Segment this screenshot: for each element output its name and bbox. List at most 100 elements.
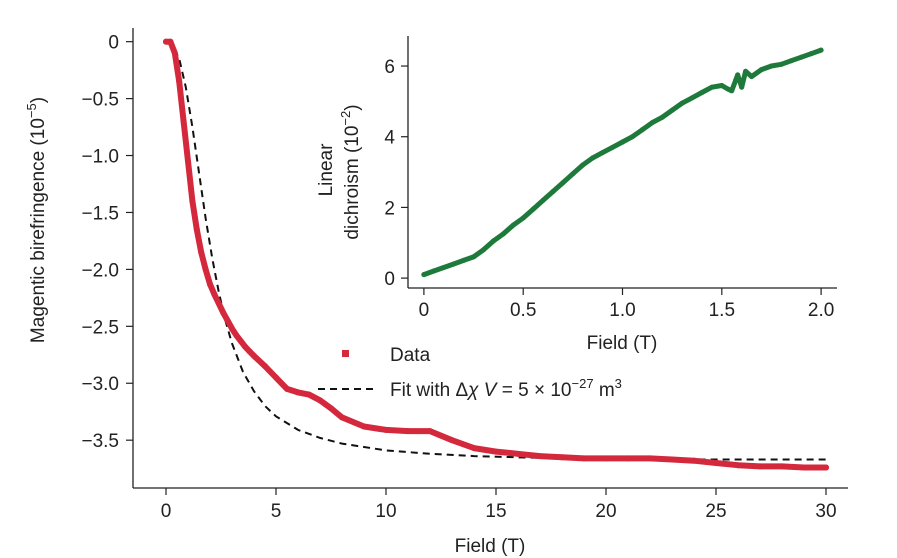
- inset-data-point: [743, 68, 749, 74]
- inset-data-point: [699, 90, 705, 96]
- data-point: [180, 118, 187, 125]
- inset-data-point: [669, 107, 675, 113]
- inset-data-point: [620, 139, 625, 145]
- data-point: [449, 437, 455, 444]
- inset-data-point: [639, 127, 645, 133]
- main-y-tick-label: −1.5: [81, 203, 119, 224]
- data-point: [198, 249, 205, 256]
- inset-data-point: [725, 86, 731, 92]
- inset-data-point: [560, 180, 566, 186]
- data-point: [211, 291, 218, 298]
- inset-data-point: [530, 206, 536, 212]
- data-point: [779, 463, 785, 470]
- inset-data-point: [739, 84, 745, 90]
- inset-data-point: [490, 238, 496, 244]
- data-point: [471, 445, 477, 452]
- data-point: [691, 457, 697, 464]
- data-point: [295, 389, 301, 396]
- data-point: [515, 450, 521, 457]
- main-y-tick-label: −1.0: [81, 147, 119, 168]
- inset-data-point: [629, 134, 635, 140]
- main-y-tick-label: −0.5: [81, 90, 119, 111]
- inset-x-axis-title: Field (T): [587, 333, 658, 354]
- inset-data-point: [540, 197, 546, 203]
- linear-dichroism-points: [421, 47, 824, 278]
- inset-data-point: [580, 162, 586, 168]
- inset-data-point: [471, 254, 477, 260]
- data-point: [273, 374, 279, 381]
- data-point: [189, 198, 196, 205]
- main-y-tick-label: −3.5: [81, 431, 119, 452]
- data-point: [559, 454, 565, 461]
- inset-data-point: [729, 88, 735, 94]
- inset-data-point: [733, 77, 739, 83]
- inset-y-axis-title-line2: dichroism (10−2): [338, 104, 363, 239]
- inset-plot: 0 0.5 1.0 1.5 2.0 0 2 4 6 Field (T) Linear dich…: [316, 36, 837, 354]
- data-point: [625, 455, 631, 462]
- main-x-tick-label: 5: [271, 501, 282, 522]
- data-point: [251, 352, 257, 359]
- inset-y-tick-label: 6: [384, 57, 395, 78]
- data-point: [339, 414, 345, 421]
- main-x-ticks: 0 5 10 15 20 25 30: [161, 488, 837, 522]
- data-point: [405, 428, 411, 435]
- data-point: [306, 391, 312, 398]
- data-point: [262, 363, 268, 370]
- data-point: [246, 348, 253, 355]
- inset-x-tick-label: 2.0: [808, 300, 834, 321]
- inset-data-point: [749, 74, 755, 80]
- inset-y-tick-label: 4: [384, 128, 395, 149]
- inset-y-axis-title-line1: Linear: [316, 143, 337, 196]
- main-x-axis-title: Field (T): [455, 536, 526, 557]
- inset-x-tick-label: 1.5: [709, 300, 735, 321]
- data-point: [669, 456, 675, 463]
- main-x-tick-label: 20: [595, 501, 616, 522]
- inset-data-point: [510, 222, 516, 228]
- inset-data-point: [808, 51, 814, 57]
- inset-y-tick-label: 2: [384, 198, 395, 219]
- data-point: [647, 455, 653, 462]
- inset-data-point: [431, 268, 437, 274]
- legend: Data Fit with Δχ V = 5 × 10−27 m3: [318, 345, 622, 401]
- inset-data-point: [480, 247, 486, 253]
- data-point: [215, 300, 222, 307]
- data-point: [603, 455, 609, 462]
- data-point: [284, 385, 290, 392]
- main-plot: 0 5 10 15 20 25 30 0−0.5−1.0−1.5−2.0−2.5−3.0−3…: [24, 28, 848, 557]
- main-y-tick-label: −2.5: [81, 317, 119, 338]
- main-y-ticks: 0 −0.5 −1.0 −1.5 −2.0 −2.5 −3.0 −3.5: [81, 33, 133, 452]
- data-point: [207, 281, 213, 288]
- inset-y-tick-label: 0: [384, 269, 395, 290]
- main-y-axis-title: Magentic birefringence (10−5): [24, 97, 49, 343]
- data-point: [757, 463, 763, 470]
- data-point: [233, 332, 240, 339]
- data-point: [242, 343, 249, 350]
- inset-data-point: [570, 171, 576, 177]
- inset-y-ticks: 0 2 4 6: [384, 57, 408, 290]
- inset-data-point: [719, 82, 725, 88]
- data-point: [193, 226, 200, 233]
- data-point: [427, 428, 433, 435]
- main-y-tick-label: 0: [108, 33, 119, 54]
- data-point: [735, 462, 741, 469]
- data-point: [317, 397, 323, 404]
- inset-data-point: [649, 120, 655, 126]
- main-x-tick-label: 0: [161, 501, 172, 522]
- data-point: [537, 453, 543, 460]
- inset-data-point: [659, 114, 665, 120]
- inset-data-point: [461, 257, 467, 263]
- data-point: [185, 158, 191, 165]
- main-x-tick-label: 30: [815, 501, 836, 522]
- main-x-tick-label: 15: [485, 501, 506, 522]
- data-point: [202, 266, 209, 273]
- data-point: [361, 423, 367, 430]
- inset-x-ticks: 0 0.5 1.0 1.5 2.0: [419, 288, 834, 321]
- inset-data-point: [520, 215, 526, 221]
- data-point: [220, 309, 227, 316]
- inset-data-point: [709, 84, 715, 90]
- data-point: [823, 464, 829, 471]
- inset-data-point: [788, 58, 794, 64]
- inset-data-point: [500, 231, 506, 237]
- inset-data-point: [679, 100, 685, 106]
